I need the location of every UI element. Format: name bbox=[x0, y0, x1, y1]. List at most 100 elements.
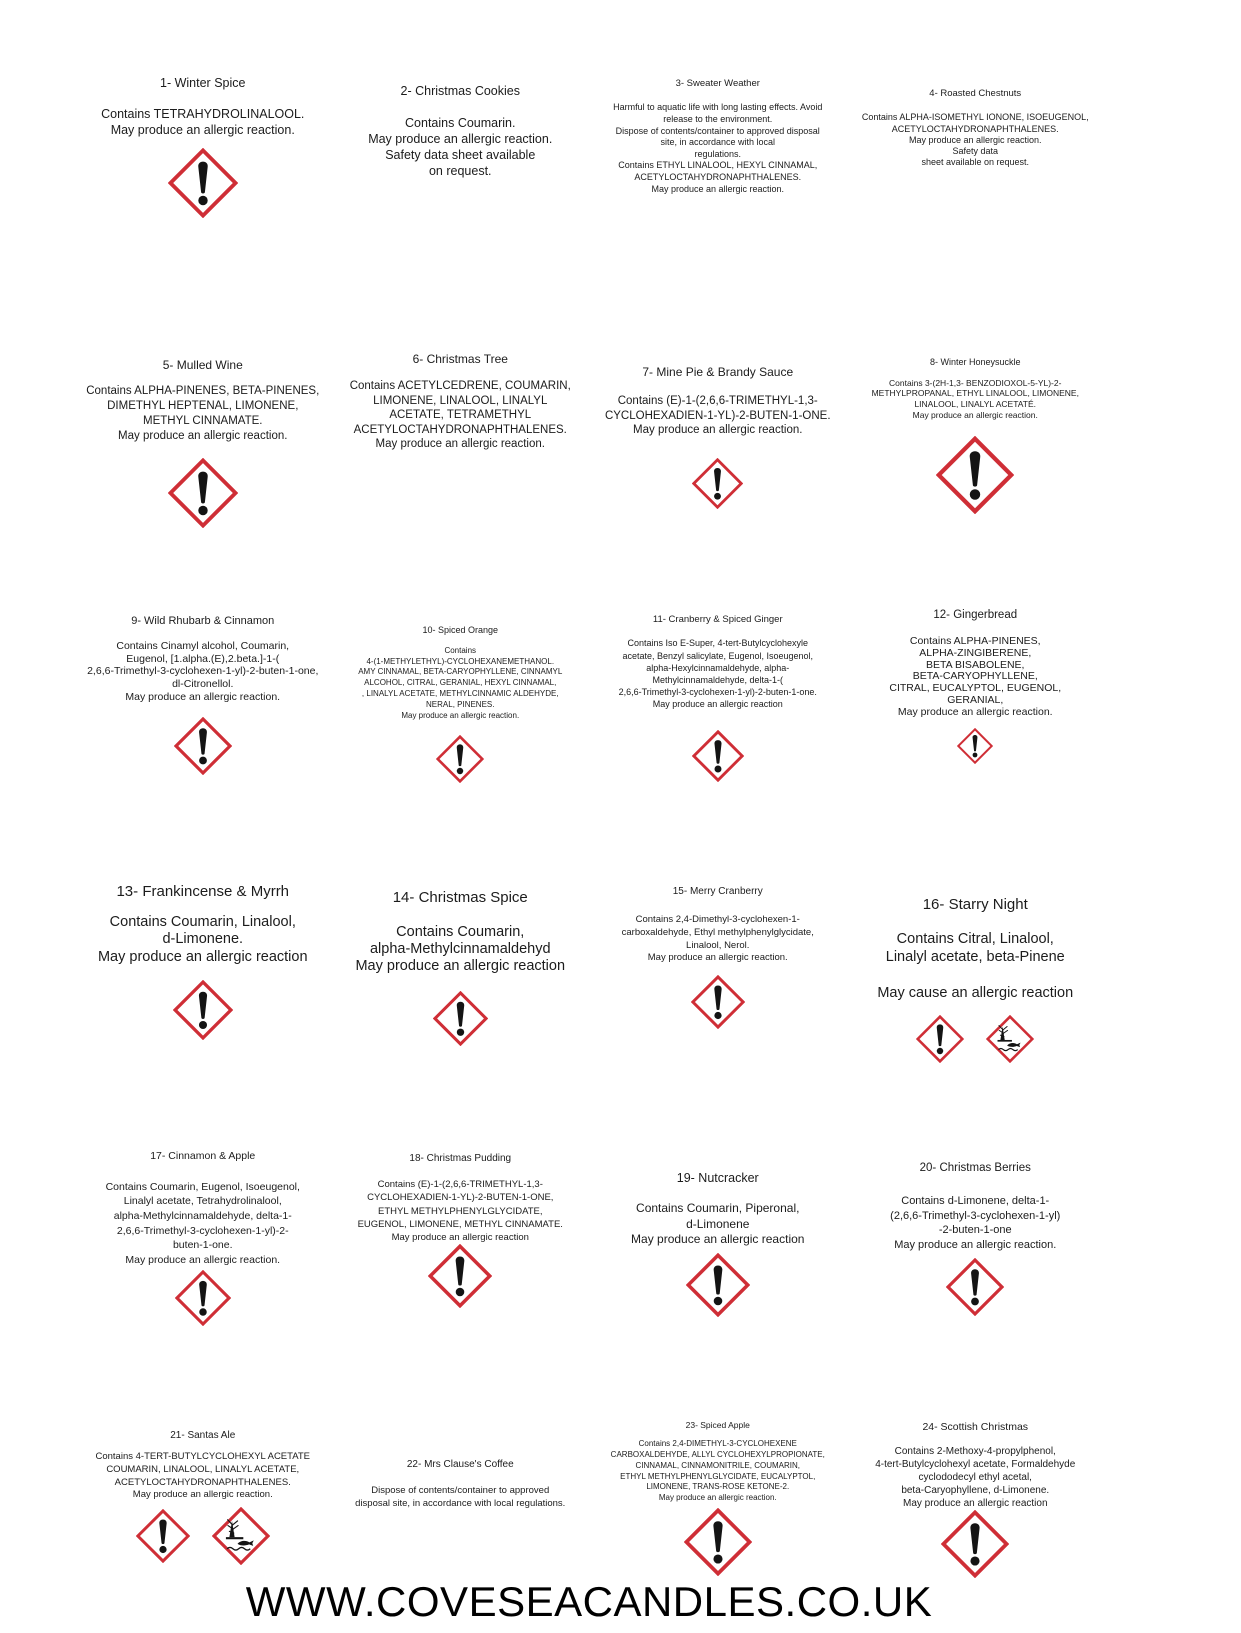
exclamation-mark-icon bbox=[167, 148, 238, 218]
label-title: 5- Mulled Wine bbox=[162, 358, 243, 372]
exclamation-mark-icon bbox=[135, 1509, 190, 1564]
label-card: 3- Sweater Weather Harmful to aquatic li… bbox=[589, 0, 847, 330]
label-title: 9- Wild Rhubarb & Cinnamon bbox=[131, 615, 275, 627]
label-title: 3- Sweater Weather bbox=[675, 78, 760, 89]
label-body: Contains Coumarin, Linalool, d-Limonene.… bbox=[97, 914, 308, 965]
exclamation-mark-icon bbox=[916, 1014, 965, 1063]
label-card: 15- Merry Cranberry Contains 2,4-Dimethy… bbox=[589, 835, 847, 1090]
label-body: Harmful to aquatic life with long lastin… bbox=[613, 102, 823, 194]
label-card: 18- Christmas Pudding Contains (E)-1-(2,… bbox=[332, 1090, 590, 1350]
pictogram-row bbox=[685, 1252, 750, 1317]
label-body: Contains (E)-1-(2,6,6-TRIMETHYL-1,3- CYC… bbox=[604, 395, 831, 437]
label-card: 11- Cranberry & Spiced Ginger Contains I… bbox=[589, 575, 847, 835]
pictogram-row bbox=[946, 1258, 1005, 1317]
label-body: Contains 2-Methoxy-4-propylphenol, 4-ter… bbox=[875, 1445, 1076, 1509]
pictogram-row bbox=[174, 1269, 231, 1326]
pictogram-row bbox=[428, 1244, 493, 1309]
label-title: 10- Spiced Orange bbox=[422, 625, 499, 635]
label-body: Contains 4-TERT-BUTYLCYCLOHEXYL ACETATE … bbox=[95, 1451, 311, 1501]
exclamation-mark-icon bbox=[683, 1507, 752, 1576]
label-card: 9- Wild Rhubarb & Cinnamon Contains Cina… bbox=[74, 575, 332, 835]
exclamation-mark-icon bbox=[936, 436, 1015, 515]
label-title: 18- Christmas Pudding bbox=[409, 1153, 512, 1164]
label-body: Contains Iso E-Super, 4-tert-Butylcycloh… bbox=[618, 638, 817, 710]
exclamation-mark-icon bbox=[690, 975, 745, 1030]
pictogram-row bbox=[167, 458, 238, 529]
pictogram-row bbox=[957, 727, 994, 764]
label-body: Contains 3-(2H-1,3- BENZODIOXOL-5-YL)-2-… bbox=[871, 377, 1079, 420]
label-title: 12- Gingerbread bbox=[933, 609, 1018, 621]
label-title: 11- Cranberry & Spiced Ginger bbox=[652, 614, 783, 625]
exclamation-mark-icon bbox=[174, 1269, 231, 1326]
label-card: 1- Winter Spice Contains TETRAHYDROLINAL… bbox=[74, 0, 332, 330]
label-title: 22- Mrs Clause's Coffee bbox=[406, 1459, 514, 1470]
label-title: 14- Christmas Spice bbox=[392, 889, 528, 906]
label-card: 8- Winter Honeysuckle Contains 3-(2H-1,3… bbox=[847, 330, 1105, 575]
pictogram-row bbox=[941, 1509, 1010, 1578]
label-title: 6- Christmas Tree bbox=[412, 352, 508, 366]
label-body: Contains Cinamyl alcohol, Coumarin, Euge… bbox=[87, 640, 319, 703]
pictogram-row bbox=[135, 1507, 270, 1566]
label-title: 2- Christmas Cookies bbox=[400, 84, 520, 98]
exclamation-mark-icon bbox=[946, 1258, 1005, 1317]
exclamation-mark-icon bbox=[957, 727, 994, 764]
label-card: 5- Mulled Wine Contains ALPHA-PINENES, B… bbox=[74, 330, 332, 575]
exclamation-mark-icon bbox=[436, 735, 485, 784]
label-card: 23- Spiced Apple Contains 2,4-DIMETHYL-3… bbox=[589, 1350, 847, 1580]
label-card: 16- Starry Night Contains Citral, Linalo… bbox=[847, 835, 1105, 1090]
exclamation-mark-icon bbox=[691, 730, 744, 783]
pictogram-row bbox=[690, 975, 745, 1030]
label-title: 24- Scottish Christmas bbox=[922, 1421, 1029, 1433]
label-title: 4- Roasted Chestnuts bbox=[929, 88, 1022, 99]
pictogram-row bbox=[173, 717, 232, 776]
label-title: 21- Santas Ale bbox=[170, 1430, 236, 1441]
exclamation-mark-icon bbox=[172, 980, 233, 1041]
pictogram-row bbox=[172, 980, 233, 1041]
label-card: 10- Spiced Orange Contains 4-(1-METHYLET… bbox=[332, 575, 590, 835]
label-card: 24- Scottish Christmas Contains 2-Methox… bbox=[847, 1350, 1105, 1580]
label-body: Contains 2,4-DIMETHYL-3-CYCLOHEXENE CARB… bbox=[610, 1439, 825, 1503]
label-title: 1- Winter Spice bbox=[160, 76, 246, 90]
label-card: 4- Roasted Chestnuts Contains ALPHA-ISOM… bbox=[847, 0, 1105, 330]
label-title: 20- Christmas Berries bbox=[919, 1162, 1031, 1174]
label-body: Contains Coumarin, Piperonal, d-Limonene… bbox=[631, 1201, 805, 1247]
label-body: Contains d-Limonene, delta-1- (2,6,6-Tri… bbox=[890, 1194, 1061, 1252]
label-body: Contains Coumarin. May produce an allerg… bbox=[368, 116, 553, 178]
label-card: 12- Gingerbread Contains ALPHA-PINENES, … bbox=[847, 575, 1105, 835]
label-title: 15- Merry Cranberry bbox=[672, 886, 763, 897]
pictogram-row bbox=[167, 148, 238, 218]
label-sheet: 1- Winter Spice Contains TETRAHYDROLINAL… bbox=[74, 0, 1104, 1580]
label-title: 23- Spiced Apple bbox=[685, 1420, 750, 1430]
label-card: 17- Cinnamon & Apple Contains Coumarin, … bbox=[74, 1090, 332, 1350]
label-title: 16- Starry Night bbox=[922, 896, 1028, 913]
label-body: Contains (E)-1-(2,6,6-TRIMETHYL-1,3- CYC… bbox=[357, 1179, 563, 1244]
label-title: 17- Cinnamon & Apple bbox=[150, 1150, 256, 1162]
exclamation-mark-icon bbox=[941, 1509, 1010, 1578]
label-card: 7- Mine Pie & Brandy Sauce Contains (E)-… bbox=[589, 330, 847, 575]
label-body: Contains ALPHA-ISOMETHYL IONONE, ISOEUGE… bbox=[861, 112, 1089, 168]
label-body: Dispose of contents/container to approve… bbox=[355, 1485, 566, 1510]
label-card: 21- Santas Ale Contains 4-TERT-BUTYLCYCL… bbox=[74, 1350, 332, 1580]
label-body: Contains TETRAHYDROLINALOOL. May produce… bbox=[101, 107, 305, 137]
environment-icon bbox=[986, 1014, 1035, 1063]
label-card: 6- Christmas Tree Contains ACETYLCEDRENE… bbox=[332, 330, 590, 575]
label-card: 22- Mrs Clause's Coffee Dispose of conte… bbox=[332, 1350, 590, 1580]
label-body: Contains ALPHA-PINENES, BETA-PINENES, DI… bbox=[86, 385, 320, 443]
exclamation-mark-icon bbox=[167, 458, 238, 529]
pictogram-row bbox=[692, 457, 744, 509]
pictogram-row bbox=[436, 735, 485, 784]
exclamation-mark-icon bbox=[173, 717, 232, 776]
label-body: Contains Coumarin, Eugenol, Isoeugenol, … bbox=[105, 1180, 300, 1267]
label-body: Contains 2,4-Dimethyl-3-cyclohexen-1- ca… bbox=[621, 914, 814, 964]
label-title: 8- Winter Honeysuckle bbox=[929, 357, 1021, 367]
exclamation-mark-icon bbox=[692, 457, 744, 509]
pictogram-row bbox=[432, 991, 488, 1047]
label-card: 2- Christmas Cookies Contains Coumarin. … bbox=[332, 0, 590, 330]
label-body: Contains Coumarin, alpha-Methylcinnamald… bbox=[355, 924, 566, 975]
pictogram-row bbox=[936, 436, 1015, 515]
label-title: 13- Frankincense & Myrrh bbox=[116, 883, 290, 900]
label-title: 19- Nutcracker bbox=[676, 1171, 759, 1185]
exclamation-mark-icon bbox=[428, 1244, 493, 1309]
label-body: Contains ALPHA-PINENES, ALPHA-ZINGIBEREN… bbox=[889, 634, 1062, 718]
label-card: 14- Christmas Spice Contains Coumarin, a… bbox=[332, 835, 590, 1090]
